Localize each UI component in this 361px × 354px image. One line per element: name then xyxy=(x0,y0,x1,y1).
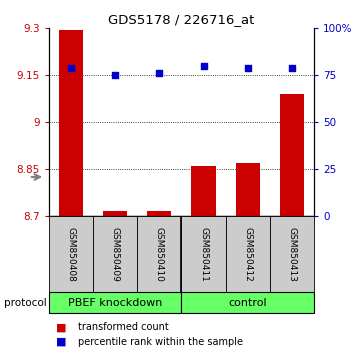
Bar xyxy=(181,216,226,292)
Bar xyxy=(49,292,181,313)
Text: ■: ■ xyxy=(56,337,66,347)
Bar xyxy=(270,216,314,292)
Text: GSM850410: GSM850410 xyxy=(155,227,164,281)
Bar xyxy=(147,211,171,216)
Text: ■: ■ xyxy=(56,322,66,332)
Bar xyxy=(191,166,216,216)
Text: GSM850409: GSM850409 xyxy=(110,227,119,281)
Point xyxy=(289,65,295,70)
Text: transformed count: transformed count xyxy=(78,322,168,332)
Bar xyxy=(226,216,270,292)
Text: control: control xyxy=(229,298,267,308)
Bar xyxy=(181,292,314,313)
Text: GSM850411: GSM850411 xyxy=(199,227,208,281)
Point xyxy=(156,70,162,76)
Point xyxy=(68,65,74,70)
Bar xyxy=(59,30,83,216)
Bar xyxy=(280,94,304,216)
Point xyxy=(245,65,251,70)
Point xyxy=(201,63,206,69)
Text: PBEF knockdown: PBEF knockdown xyxy=(68,298,162,308)
Text: GSM850408: GSM850408 xyxy=(66,227,75,281)
Title: GDS5178 / 226716_at: GDS5178 / 226716_at xyxy=(108,13,255,26)
Bar xyxy=(236,164,260,216)
Text: protocol: protocol xyxy=(4,298,46,308)
Bar xyxy=(103,211,127,216)
Bar xyxy=(137,216,182,292)
Text: GSM850412: GSM850412 xyxy=(243,227,252,281)
Bar xyxy=(49,216,93,292)
Text: GSM850413: GSM850413 xyxy=(287,227,296,281)
Point xyxy=(112,73,118,78)
Bar xyxy=(93,216,137,292)
Text: percentile rank within the sample: percentile rank within the sample xyxy=(78,337,243,347)
